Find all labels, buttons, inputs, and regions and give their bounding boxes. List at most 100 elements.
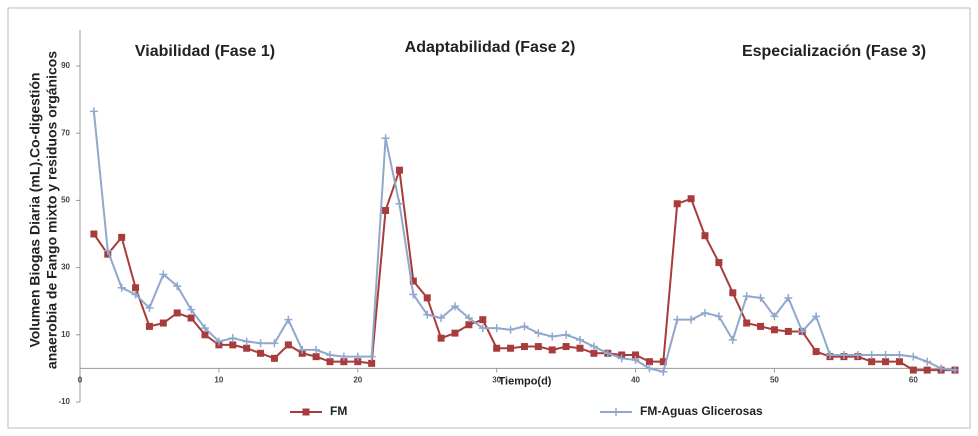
data-point xyxy=(131,290,140,299)
data-point xyxy=(770,312,779,321)
data-point xyxy=(382,206,390,214)
data-point xyxy=(132,284,140,292)
data-point xyxy=(520,322,529,331)
data-point xyxy=(284,341,292,349)
data-point xyxy=(201,331,209,339)
data-point xyxy=(743,319,751,327)
data-point xyxy=(479,316,487,324)
data-point xyxy=(853,350,862,359)
data-point xyxy=(395,166,403,174)
data-point xyxy=(312,345,321,354)
data-point xyxy=(589,342,598,351)
data-point xyxy=(257,349,265,357)
data-point xyxy=(881,350,890,359)
data-point xyxy=(409,277,417,285)
series-line xyxy=(92,111,956,373)
data-point xyxy=(451,302,459,311)
data-point xyxy=(520,343,528,351)
data-point xyxy=(714,312,723,321)
data-point xyxy=(576,335,584,344)
data-point xyxy=(464,314,473,322)
x-tick-label: 40 xyxy=(631,376,640,385)
data-point xyxy=(534,329,543,338)
data-point xyxy=(229,341,237,349)
data-point xyxy=(173,282,182,291)
data-point xyxy=(117,283,126,292)
data-point xyxy=(895,350,904,359)
y-axis-label: Volumen Biogas Diaria (mL).Co-digestión xyxy=(27,72,43,347)
data-point xyxy=(340,358,348,366)
y-tick-label: 10 xyxy=(61,330,70,339)
data-point xyxy=(645,364,654,373)
data-point xyxy=(507,344,515,352)
data-point xyxy=(826,350,834,359)
x-tick-label: 50 xyxy=(770,376,779,385)
data-point xyxy=(423,294,431,302)
data-point xyxy=(409,290,418,299)
data-point xyxy=(770,326,778,334)
data-point xyxy=(159,270,168,279)
data-point xyxy=(228,334,237,343)
data-point xyxy=(159,319,167,327)
data-point xyxy=(631,356,640,364)
data-point xyxy=(368,359,376,367)
data-point xyxy=(812,312,821,321)
data-point xyxy=(381,134,390,143)
legend-label: FM xyxy=(330,404,347,418)
y-tick-label: 30 xyxy=(61,263,70,272)
data-point xyxy=(187,305,196,314)
phase-label: Viabilidad (Fase 1) xyxy=(135,43,275,60)
data-point xyxy=(90,230,98,238)
data-point xyxy=(326,350,334,359)
data-point xyxy=(951,366,959,375)
y-tick-label: 90 xyxy=(61,61,70,70)
data-point xyxy=(367,352,376,361)
data-point xyxy=(701,308,709,317)
x-tick-label: 20 xyxy=(353,376,362,385)
phase-label: Adaptabilidad (Fase 2) xyxy=(405,39,576,56)
x-axis-label: Tiempo(d) xyxy=(499,375,552,387)
data-point xyxy=(659,367,668,376)
x-tick-label: 10 xyxy=(214,376,223,385)
data-point xyxy=(354,358,362,366)
data-point xyxy=(590,349,598,357)
data-point xyxy=(353,352,362,361)
data-point xyxy=(243,344,251,352)
data-point xyxy=(451,329,459,337)
data-point xyxy=(728,335,737,344)
data-point xyxy=(548,332,557,341)
data-point xyxy=(715,259,723,267)
data-point xyxy=(839,350,848,359)
data-point xyxy=(687,315,696,324)
data-point xyxy=(298,345,307,354)
data-point xyxy=(270,354,278,362)
data-point xyxy=(645,358,653,366)
data-point xyxy=(326,358,334,366)
data-point xyxy=(882,358,890,366)
data-point xyxy=(784,327,792,335)
legend-marker xyxy=(302,408,310,416)
x-tick-label: 0 xyxy=(78,376,83,385)
data-point xyxy=(923,357,932,366)
data-point xyxy=(395,199,404,208)
data-point xyxy=(145,303,154,312)
data-point xyxy=(437,314,446,322)
data-point xyxy=(895,358,903,366)
data-point xyxy=(506,325,515,334)
x-tick-label: 30 xyxy=(492,376,501,385)
y-axis-label: anaerobia de Fango mixto y residuos orgá… xyxy=(44,51,60,369)
data-point xyxy=(909,366,917,374)
data-point xyxy=(729,289,737,297)
data-point xyxy=(812,348,820,356)
data-point xyxy=(632,351,640,359)
data-point xyxy=(562,330,571,339)
data-point xyxy=(284,315,293,324)
data-point xyxy=(909,352,918,361)
data-point xyxy=(798,327,807,336)
data-point xyxy=(214,337,223,346)
data-point xyxy=(312,353,320,361)
data-point xyxy=(534,343,542,351)
y-tick-label: 50 xyxy=(61,196,70,205)
data-point xyxy=(437,334,445,342)
